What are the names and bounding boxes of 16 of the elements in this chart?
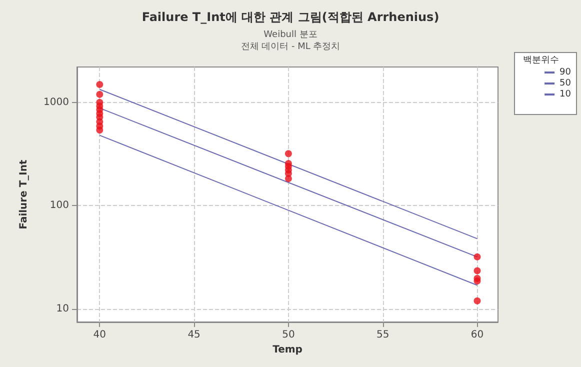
legend-title: 백분위수 <box>523 56 559 66</box>
y-axis-title: Failure T_Int <box>18 159 30 230</box>
x-tick-label: 60 <box>470 330 484 340</box>
x-tick-label: 50 <box>282 330 295 340</box>
y-tick-label: 10 <box>56 304 69 315</box>
x-tick-label: 40 <box>93 330 106 340</box>
x-tick-label: 45 <box>188 330 200 340</box>
x-axis-title: Temp <box>272 344 302 356</box>
legend-label: 50 <box>560 78 572 88</box>
y-tick-label: 100 <box>50 200 69 212</box>
legend-label: 10 <box>560 90 572 100</box>
legend-label: 90 <box>560 68 572 78</box>
y-tick-label: 1000 <box>44 96 69 108</box>
chart-title: Failure T_Int에 대한 관계 그림(적합된 Arrhenius) <box>142 10 440 24</box>
chart-subtitle: Weibull 분포 전체 데이터 - ML 추정치 <box>240 30 340 52</box>
x-tick-label: 55 <box>376 330 390 340</box>
